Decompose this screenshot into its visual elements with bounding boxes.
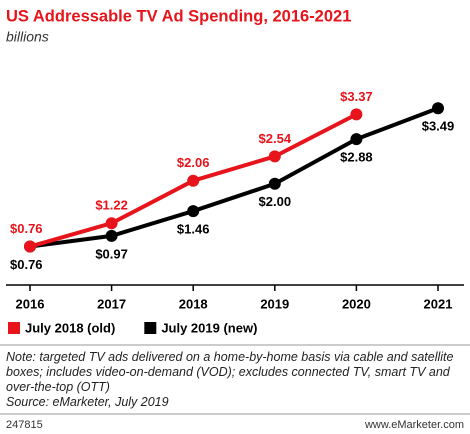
point bbox=[432, 102, 444, 115]
data-label: $0.76 bbox=[10, 221, 43, 236]
legend-label: July 2019 (new) bbox=[161, 320, 257, 335]
source: Source: eMarketer, July 2019 bbox=[6, 395, 169, 409]
point bbox=[105, 229, 118, 242]
data-label: $2.06 bbox=[177, 155, 210, 170]
x-tick-label: 2020 bbox=[342, 296, 371, 311]
point bbox=[350, 133, 363, 146]
data-label: $0.76 bbox=[10, 257, 43, 272]
point bbox=[268, 177, 281, 190]
x-tick-label: 2016 bbox=[16, 296, 45, 311]
chart-id: 247815 bbox=[6, 419, 43, 431]
legend-swatch bbox=[8, 322, 20, 334]
data-label: $2.88 bbox=[340, 150, 373, 165]
point bbox=[187, 205, 200, 218]
point bbox=[24, 240, 36, 253]
data-label: $3.49 bbox=[422, 119, 455, 134]
site: www.eMarketer.com bbox=[364, 419, 464, 431]
point bbox=[105, 217, 118, 230]
chart-subtitle: billions bbox=[6, 29, 49, 45]
line bbox=[29, 106, 439, 249]
legend-swatch bbox=[144, 322, 157, 334]
x-tick-label: 2021 bbox=[424, 296, 453, 311]
point bbox=[187, 174, 200, 187]
note: Note: targeted TV ads delivered on a hom… bbox=[6, 350, 454, 394]
x-tick-label: 2018 bbox=[179, 296, 208, 311]
point bbox=[350, 108, 363, 121]
notes: Note: targeted TV ads delivered on a hom… bbox=[6, 350, 464, 410]
x-tick-label: 2017 bbox=[97, 296, 126, 311]
data-label: $2.54 bbox=[259, 131, 292, 146]
data-label: $1.46 bbox=[177, 222, 210, 237]
data-label: $3.37 bbox=[340, 89, 373, 104]
chart-title: US Addressable TV Ad Spending, 2016-2021 bbox=[6, 7, 351, 25]
data-label: $2.00 bbox=[259, 194, 292, 209]
legend-label: July 2018 (old) bbox=[25, 320, 115, 335]
data-label: $1.22 bbox=[95, 198, 128, 213]
point bbox=[268, 150, 281, 163]
data-label: $0.97 bbox=[95, 246, 128, 261]
x-tick-label: 2019 bbox=[260, 296, 289, 311]
